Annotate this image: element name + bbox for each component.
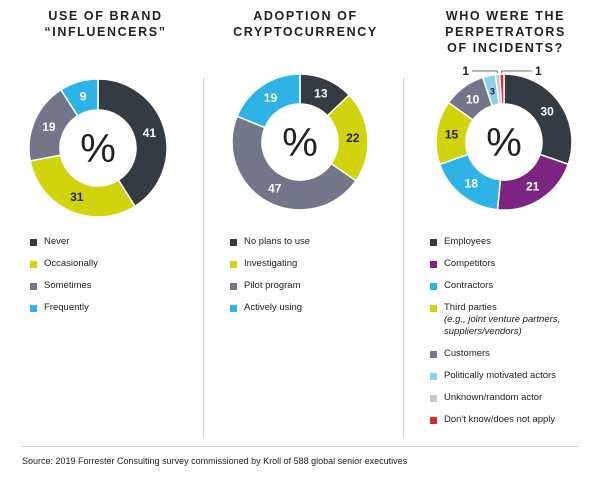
legend-label: Investigating	[244, 258, 298, 269]
data-label: 41	[143, 126, 157, 140]
legend-swatch	[430, 283, 437, 290]
legend-item: Occasionally	[30, 258, 98, 270]
legend-label: Third parties	[444, 302, 497, 313]
data-label: 10	[466, 92, 480, 106]
center-label: %	[80, 127, 116, 171]
legend-swatch	[30, 261, 37, 268]
legend-item: Sometimes	[30, 280, 98, 292]
chart-title: ADOPTION OF CRYPTOCURRENCY	[208, 8, 403, 40]
chart-title: WHO WERE THE PERPETRATORS OF INCIDENTS?	[408, 8, 600, 56]
legend-swatch	[430, 417, 437, 424]
legend-swatch	[430, 239, 437, 246]
legend-label: Never	[44, 236, 70, 247]
legend-sublabel: (e.g., joint venture partners, suppliers…	[444, 314, 561, 337]
legend-item: Customers	[430, 348, 600, 360]
legend-swatch	[430, 261, 437, 268]
data-label: 47	[268, 182, 282, 196]
column-divider	[403, 78, 404, 438]
legend-swatch	[230, 305, 237, 312]
legend-label: Don't know/does not apply	[444, 414, 556, 425]
legend-item: Investigating	[230, 258, 310, 270]
chart-title-line: OF INCIDENTS?	[447, 41, 564, 55]
legend-item: Frequently	[30, 302, 98, 314]
chart-panel-perpetrators: WHO WERE THE PERPETRATORS OF INCIDENTS? 30…	[408, 0, 600, 440]
chart-legend: Never Occasionally Sometimes Frequently	[30, 236, 98, 324]
chart-legend: No plans to use Investigating Pilot progra…	[230, 236, 310, 324]
legend-swatch	[230, 239, 237, 246]
data-label: 3	[490, 86, 495, 96]
center-label: %	[486, 121, 522, 165]
footer-divider	[22, 446, 578, 447]
chart-panel-cryptocurrency: ADOPTION OF CRYPTOCURRENCY 13 22 47 19% No p…	[208, 0, 403, 440]
donut-slice	[59, 78, 99, 117]
data-label: 9	[80, 90, 87, 104]
data-label: 18	[465, 177, 479, 191]
legend-item: Actively using	[230, 302, 310, 314]
donut-slice	[97, 78, 168, 208]
donut-chart: 30 21 18 15 10 3 1 1%	[435, 64, 573, 211]
leader-line	[472, 70, 498, 74]
legend-swatch	[230, 261, 237, 268]
legend-label: Contractors	[444, 280, 494, 291]
data-label: 1	[462, 64, 469, 78]
data-label: 15	[445, 127, 459, 141]
data-label: 1	[535, 64, 542, 78]
legend-item: Never	[30, 236, 98, 248]
data-label: 31	[70, 190, 84, 204]
chart-title: USE OF BRAND “INFLUENCERS”	[8, 8, 203, 40]
donut-chart: 41 31 19 9%	[28, 78, 168, 218]
chart-title-line: WHO WERE THE	[445, 9, 566, 23]
data-label: 21	[526, 180, 540, 194]
legend-item: Unknown/random actor	[430, 392, 600, 404]
legend-swatch	[430, 305, 437, 312]
donut-slice	[231, 115, 357, 211]
legend-item: Don't know/does not apply	[430, 414, 600, 426]
legend-label: Frequently	[44, 302, 89, 313]
chart-panel-brand-influencers: USE OF BRAND “INFLUENCERS” 41 31 19 9% Never…	[8, 0, 203, 440]
legend-swatch	[230, 283, 237, 290]
legend-swatch	[430, 351, 437, 358]
legend-swatch	[430, 373, 437, 380]
legend-swatch	[30, 283, 37, 290]
legend-swatch	[30, 305, 37, 312]
data-label: 22	[346, 131, 360, 145]
legend-label: Employees	[444, 236, 491, 247]
legend-item: No plans to use	[230, 236, 310, 248]
legend-item: Competitors	[430, 258, 600, 270]
legend-item: Employees	[430, 236, 600, 248]
data-label: 19	[42, 120, 56, 134]
chart-title-line: “INFLUENCERS”	[44, 25, 167, 39]
chart-title-line: PERPETRATORS	[445, 25, 566, 39]
donut-slice	[236, 73, 301, 129]
legend-label: Politically motivated actors	[444, 370, 556, 381]
legend-label: No plans to use	[244, 236, 311, 247]
legend-label: Pilot program	[244, 280, 301, 291]
legend-label: Customers	[444, 348, 490, 359]
legend-swatch	[30, 239, 37, 246]
legend-label: Sometimes	[44, 280, 92, 291]
chart-title-line: USE OF BRAND	[48, 9, 163, 23]
data-label: 19	[264, 91, 278, 105]
donut-slice	[498, 73, 505, 105]
legend-swatch	[430, 395, 437, 402]
legend-item: Contractors	[430, 280, 600, 292]
source-note: Source: 2019 Forrester Consulting survey…	[22, 456, 408, 466]
donut-slice	[29, 154, 137, 218]
legend-label: Actively using	[244, 302, 303, 313]
chart-title-line: ADOPTION OF	[253, 9, 358, 23]
column-divider	[203, 78, 204, 438]
data-label: 30	[540, 104, 554, 118]
data-label: 13	[314, 86, 328, 100]
leader-line	[501, 70, 532, 74]
legend-label: Unknown/random actor	[444, 392, 543, 403]
center-label: %	[282, 121, 318, 165]
legend-label: Occasionally	[44, 258, 98, 269]
legend-label: Competitors	[444, 258, 496, 269]
chart-title-line: CRYPTOCURRENCY	[233, 25, 378, 39]
legend-item: Third parties (e.g., joint venture partne…	[430, 302, 600, 338]
chart-legend: Employees Competitors Contractors Third par…	[430, 236, 600, 436]
legend-item: Politically motivated actors	[430, 370, 600, 382]
donut-chart: 13 22 47 19%	[231, 73, 369, 211]
legend-item: Pilot program	[230, 280, 310, 292]
